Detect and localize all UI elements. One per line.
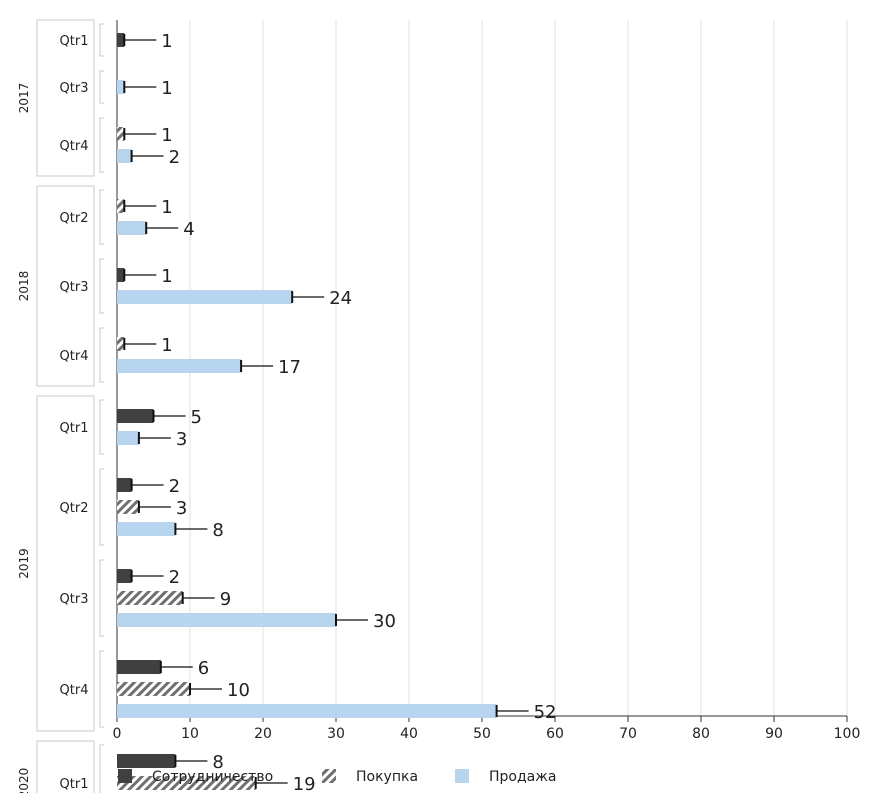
bar-2019-qtr2-сотрудничество xyxy=(117,478,132,492)
x-tick-label-10: 10 xyxy=(181,726,199,742)
category-label-2019-qtr3: Qtr3 xyxy=(60,592,89,607)
bar-2017-qtr4-покупка-value-label: 1 xyxy=(161,125,172,146)
quarter-bracket-2019-qtr3 xyxy=(99,559,104,637)
bars: 1112141241175323829306105281988 xyxy=(117,31,557,793)
quarter-bracket-2019-qtr2 xyxy=(99,468,104,546)
bar-2019-qtr2-сотрудничество-value-label: 2 xyxy=(169,476,180,497)
quarter-bracket-2017-qtr1 xyxy=(99,23,104,57)
x-tick-label-80: 80 xyxy=(692,726,710,742)
bar-2017-qtr4-продажа xyxy=(117,149,132,163)
bar-2018-qtr3-сотрудничество xyxy=(117,268,125,282)
year-label-2018: 2018 xyxy=(17,271,31,302)
category-label-2018-qtr3: Qtr3 xyxy=(60,280,89,295)
bar-2018-qtr4-покупка xyxy=(117,337,125,351)
bar-2019-qtr4-покупка xyxy=(117,682,190,696)
bar-2017-qtr1-сотрудничество-value-label: 1 xyxy=(161,31,172,52)
bar-2019-qtr3-сотрудничество-value-label: 2 xyxy=(169,567,180,588)
bar-2017-qtr3-продажа-value-label: 1 xyxy=(161,78,172,99)
category-label-2018-qtr4: Qtr4 xyxy=(60,349,89,364)
quarter-bracket-2018-qtr4 xyxy=(99,327,104,383)
category-label-2019-qtr4: Qtr4 xyxy=(60,683,89,698)
bar-2019-qtr3-продажа-value-label: 30 xyxy=(373,611,396,632)
x-tick-label-50: 50 xyxy=(473,726,491,742)
category-label-2019-qtr2: Qtr2 xyxy=(60,501,89,516)
bar-2019-qtr2-продажа xyxy=(117,522,176,536)
quarter-bracket-2017-qtr4 xyxy=(99,117,104,173)
bar-2018-qtr2-продажа-value-label: 4 xyxy=(183,219,194,240)
bar-2018-qtr2-продажа xyxy=(117,221,147,235)
x-tick-label-30: 30 xyxy=(327,726,345,742)
category-label-2019-qtr1: Qtr1 xyxy=(60,421,89,436)
category-label-2017-qtr3: Qtr3 xyxy=(60,81,89,96)
year-label-2020: 2020 xyxy=(17,768,31,793)
x-tick-label-60: 60 xyxy=(546,726,564,742)
x-tick-label-40: 40 xyxy=(400,726,418,742)
year-group-box-2018 xyxy=(36,185,95,387)
quarter-bracket-2018-qtr2 xyxy=(99,189,104,245)
bar-2018-qtr3-продажа xyxy=(117,290,293,304)
category-label-2018-qtr2: Qtr2 xyxy=(60,211,89,226)
x-tick-label-100: 100 xyxy=(834,726,861,742)
quarter-bracket-2017-qtr3 xyxy=(99,70,104,104)
legend-label-сотрудничество: Сотрудничество xyxy=(152,769,273,785)
bar-2019-qtr4-сотрудничество xyxy=(117,660,161,674)
gridlines xyxy=(189,20,848,716)
x-tick-label-70: 70 xyxy=(619,726,637,742)
bar-2020-qtr1-сотрудничество-value-label: 8 xyxy=(212,752,223,773)
legend-swatch-сотрудничество xyxy=(118,769,132,783)
x-tick-label-90: 90 xyxy=(765,726,783,742)
bar-2019-qtr2-покупка-value-label: 3 xyxy=(176,498,187,519)
bar-2018-qtr4-продажа-value-label: 17 xyxy=(278,357,301,378)
x-tick-label-0: 0 xyxy=(113,726,122,742)
bar-2019-qtr2-продажа-value-label: 8 xyxy=(212,520,223,541)
bar-2019-qtr4-сотрудничество-value-label: 6 xyxy=(198,658,209,679)
bar-2019-qtr3-продажа xyxy=(117,613,336,627)
year-label-2019: 2019 xyxy=(17,548,31,579)
x-tick-label-20: 20 xyxy=(254,726,272,742)
bar-2020-qtr1-сотрудничество xyxy=(117,754,176,768)
quarter-bracket-2018-qtr3 xyxy=(99,258,104,314)
bar-2018-qtr3-сотрудничество-value-label: 1 xyxy=(161,266,172,287)
category-label-2020-qtr1: Qtr1 xyxy=(60,777,89,792)
quarter-bracket-2019-qtr1 xyxy=(99,399,104,455)
bar-2019-qtr2-покупка xyxy=(117,500,139,514)
bar-2017-qtr4-покупка xyxy=(117,127,125,141)
legend-label-покупка: Покупка xyxy=(356,769,418,785)
bar-2020-qtr1-покупка-value-label: 19 xyxy=(293,774,316,793)
bar-2020-qtr1-покупка xyxy=(117,776,256,790)
legend-label-продажа: Продажа xyxy=(489,769,556,785)
bar-2019-qtr1-продажа-value-label: 3 xyxy=(176,429,187,450)
bar-2019-qtr3-покупка-value-label: 9 xyxy=(220,589,231,610)
category-label-2017-qtr4: Qtr4 xyxy=(60,139,89,154)
bar-2018-qtr3-продажа-value-label: 24 xyxy=(329,288,352,309)
bar-2017-qtr3-продажа xyxy=(117,80,125,94)
legend: Сотрудничество Покупка Продажа xyxy=(118,769,556,785)
bar-2017-qtr4-продажа-value-label: 2 xyxy=(169,147,180,168)
year-group-box-2017 xyxy=(36,19,95,177)
bar-2017-qtr1-сотрудничество xyxy=(117,33,125,47)
bar-2019-qtr1-сотрудничество-value-label: 5 xyxy=(191,407,202,428)
bar-2018-qtr2-покупка-value-label: 1 xyxy=(161,197,172,218)
bar-2019-qtr3-покупка xyxy=(117,591,183,605)
category-label-2017-qtr1: Qtr1 xyxy=(60,34,89,49)
bar-2019-qtr3-сотрудничество xyxy=(117,569,132,583)
bar-2019-qtr4-продажа-value-label: 52 xyxy=(534,702,557,723)
bar-2019-qtr4-покупка-value-label: 10 xyxy=(227,680,250,701)
bar-2018-qtr4-продажа xyxy=(117,359,242,373)
legend-swatch-покупка xyxy=(322,769,336,783)
bar-2018-qtr4-покупка-value-label: 1 xyxy=(161,335,172,356)
year-group-box-2019 xyxy=(36,395,95,732)
year-label-2017: 2017 xyxy=(17,83,31,114)
year-group-box-2020 xyxy=(36,740,95,793)
quarter-bracket-2019-qtr4 xyxy=(99,650,104,728)
bar-2019-qtr1-сотрудничество xyxy=(117,409,154,423)
bar-2019-qtr4-продажа xyxy=(117,704,497,718)
bar-2018-qtr2-покупка xyxy=(117,199,125,213)
legend-swatch-продажа xyxy=(455,769,469,783)
category-axis: Qtr1 Qtr3 Qtr4 2017 Qtr2 Qtr3 Qtr4 2018 Qtr1 Qtr2… xyxy=(17,19,104,793)
quarter-bracket-2020-qtr1 xyxy=(99,744,104,793)
bar-2019-qtr1-продажа xyxy=(117,431,139,445)
x-axis: 0 10 20 30 40 50 60 70 80 90 100 xyxy=(113,20,861,742)
